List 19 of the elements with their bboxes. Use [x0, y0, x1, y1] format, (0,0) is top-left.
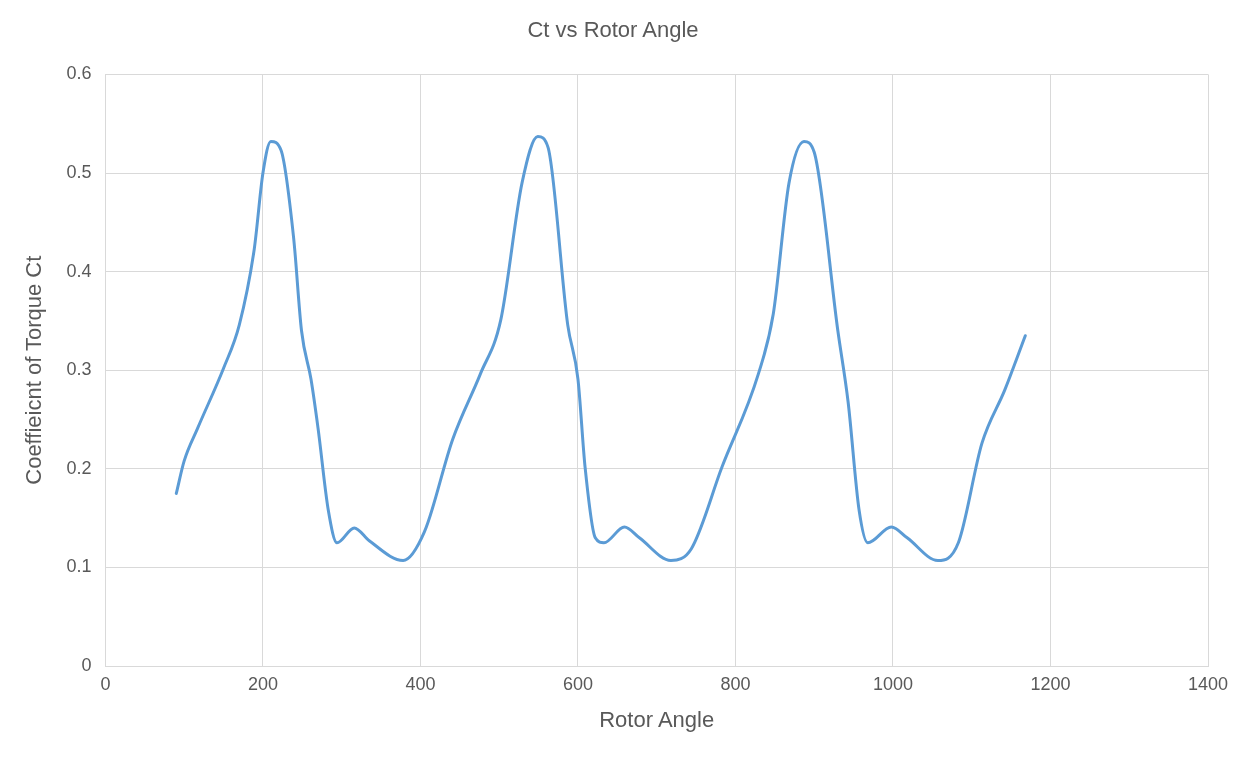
y-tick-label: 0.1 [66, 556, 92, 577]
x-tick-label: 1000 [872, 673, 913, 694]
y-tick-label: 0.5 [66, 161, 92, 182]
y-tick-label: 0.3 [66, 359, 92, 380]
y-tick-label: 0 [81, 654, 92, 675]
y-tick-label: 0.6 [66, 63, 92, 84]
x-axis-title: Rotor Angle [599, 706, 715, 732]
chart-title: Ct vs Rotor Angle [527, 17, 699, 43]
y-tick-label: 0.4 [66, 260, 92, 281]
y-tick-label: 0.2 [66, 457, 92, 478]
line-series [174, 135, 1027, 562]
x-tick-label: 600 [562, 673, 593, 694]
x-tick-label: 1400 [1187, 673, 1229, 694]
x-tick-label: 1200 [1030, 673, 1071, 694]
x-tick-label: 0 [100, 673, 111, 694]
x-tick-label: 800 [720, 673, 751, 694]
y-axis-title: Coeffieicnt of Torque Ct [21, 255, 47, 485]
x-tick-label: 400 [405, 673, 436, 694]
x-tick-label: 200 [247, 673, 278, 694]
